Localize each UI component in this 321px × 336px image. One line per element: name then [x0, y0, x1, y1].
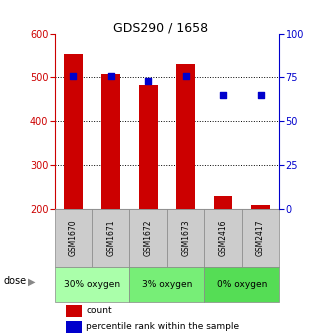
Point [221, 92, 226, 97]
Text: percentile rank within the sample: percentile rank within the sample [86, 323, 239, 331]
Bar [129, 267, 204, 302]
Bar [66, 322, 82, 333]
Point [146, 78, 151, 84]
Text: GSM1671: GSM1671 [106, 220, 115, 256]
Text: GSM2417: GSM2417 [256, 220, 265, 256]
Text: GSM1670: GSM1670 [69, 220, 78, 256]
Text: 0% oxygen: 0% oxygen [217, 280, 267, 289]
Text: GDS290 / 1658: GDS290 / 1658 [113, 22, 208, 35]
Bar [204, 209, 242, 267]
Point [183, 73, 188, 78]
Bar [66, 305, 82, 317]
Bar [204, 267, 279, 302]
Point [71, 73, 76, 78]
Bar [214, 196, 232, 209]
Text: ▶: ▶ [28, 276, 36, 286]
Text: GSM1673: GSM1673 [181, 220, 190, 256]
Bar [242, 209, 279, 267]
Bar [92, 209, 129, 267]
Bar [251, 205, 270, 209]
Point [258, 92, 263, 97]
Bar [101, 74, 120, 209]
Bar [176, 64, 195, 209]
Bar [129, 209, 167, 267]
Bar [55, 267, 129, 302]
Bar [55, 209, 92, 267]
Text: dose: dose [3, 276, 26, 286]
Bar [167, 209, 204, 267]
Text: count: count [86, 306, 112, 316]
Text: GSM2416: GSM2416 [219, 220, 228, 256]
Bar [64, 54, 83, 209]
Text: 30% oxygen: 30% oxygen [64, 280, 120, 289]
Text: GSM1672: GSM1672 [144, 220, 153, 256]
Point [108, 73, 113, 78]
Text: 3% oxygen: 3% oxygen [142, 280, 192, 289]
Bar [139, 85, 158, 209]
